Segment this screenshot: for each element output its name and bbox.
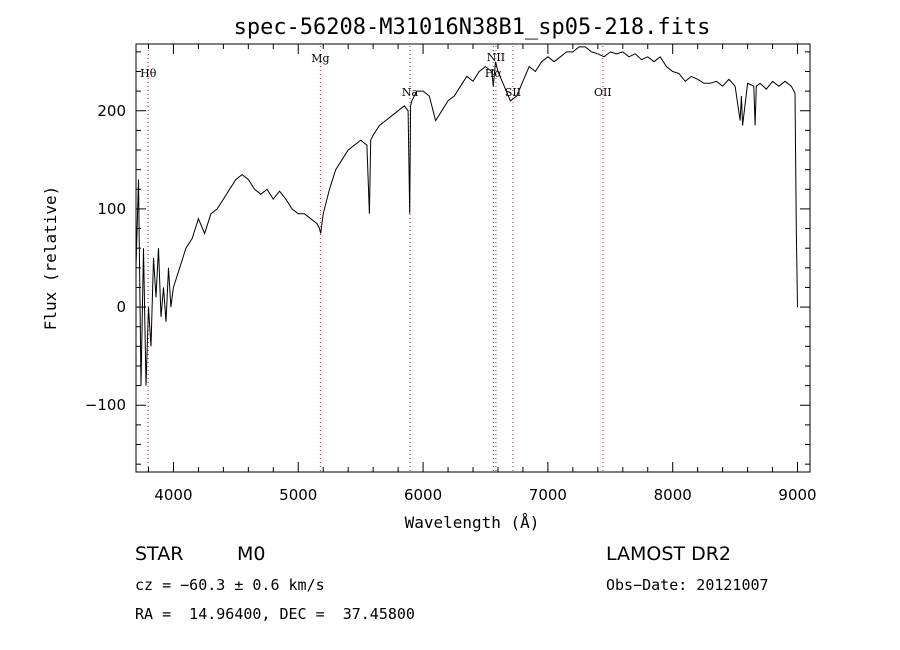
ra-dec-coordinates: RA = 14.96400, DEC = 37.45800 bbox=[135, 605, 415, 623]
x-tick-label: 6000 bbox=[404, 486, 442, 504]
y-tick-label: 200 bbox=[97, 102, 126, 120]
axis-ticks: 4000 5000 6000 7000 8000 9000 −100 0 100 200 bbox=[85, 44, 817, 504]
y-tick-label: −100 bbox=[85, 396, 126, 414]
x-tick-label: 8000 bbox=[654, 486, 692, 504]
object-class: STAR bbox=[135, 543, 184, 565]
x-tick-label: 7000 bbox=[529, 486, 567, 504]
observation-date: Obs−Date: 20121007 bbox=[606, 576, 769, 594]
plot-frame bbox=[135, 43, 811, 473]
spectral-line-label: NII bbox=[487, 51, 505, 64]
spectral-line-label: Hθ bbox=[140, 67, 157, 80]
y-tick-label: 100 bbox=[97, 200, 126, 218]
y-axis-label: Flux (relative) bbox=[41, 186, 60, 331]
survey-name: LAMOST DR2 bbox=[606, 543, 731, 565]
chart-title: spec-56208-M31016N38B1_sp05-218.fits bbox=[234, 15, 711, 40]
spectral-line-label: Mg bbox=[311, 52, 329, 65]
spectral-line-label: OII bbox=[594, 86, 612, 99]
spectrum-line bbox=[135, 46, 798, 386]
x-axis-label: Wavelength (Å) bbox=[405, 513, 540, 532]
object-subclass: M0 bbox=[237, 543, 266, 565]
redshift-velocity: cz = −60.3 ± 0.6 km/s bbox=[135, 576, 325, 594]
x-tick-label: 9000 bbox=[778, 486, 816, 504]
x-tick-label: 4000 bbox=[154, 486, 192, 504]
x-tick-label: 5000 bbox=[279, 486, 317, 504]
y-tick-label: 0 bbox=[116, 298, 126, 316]
